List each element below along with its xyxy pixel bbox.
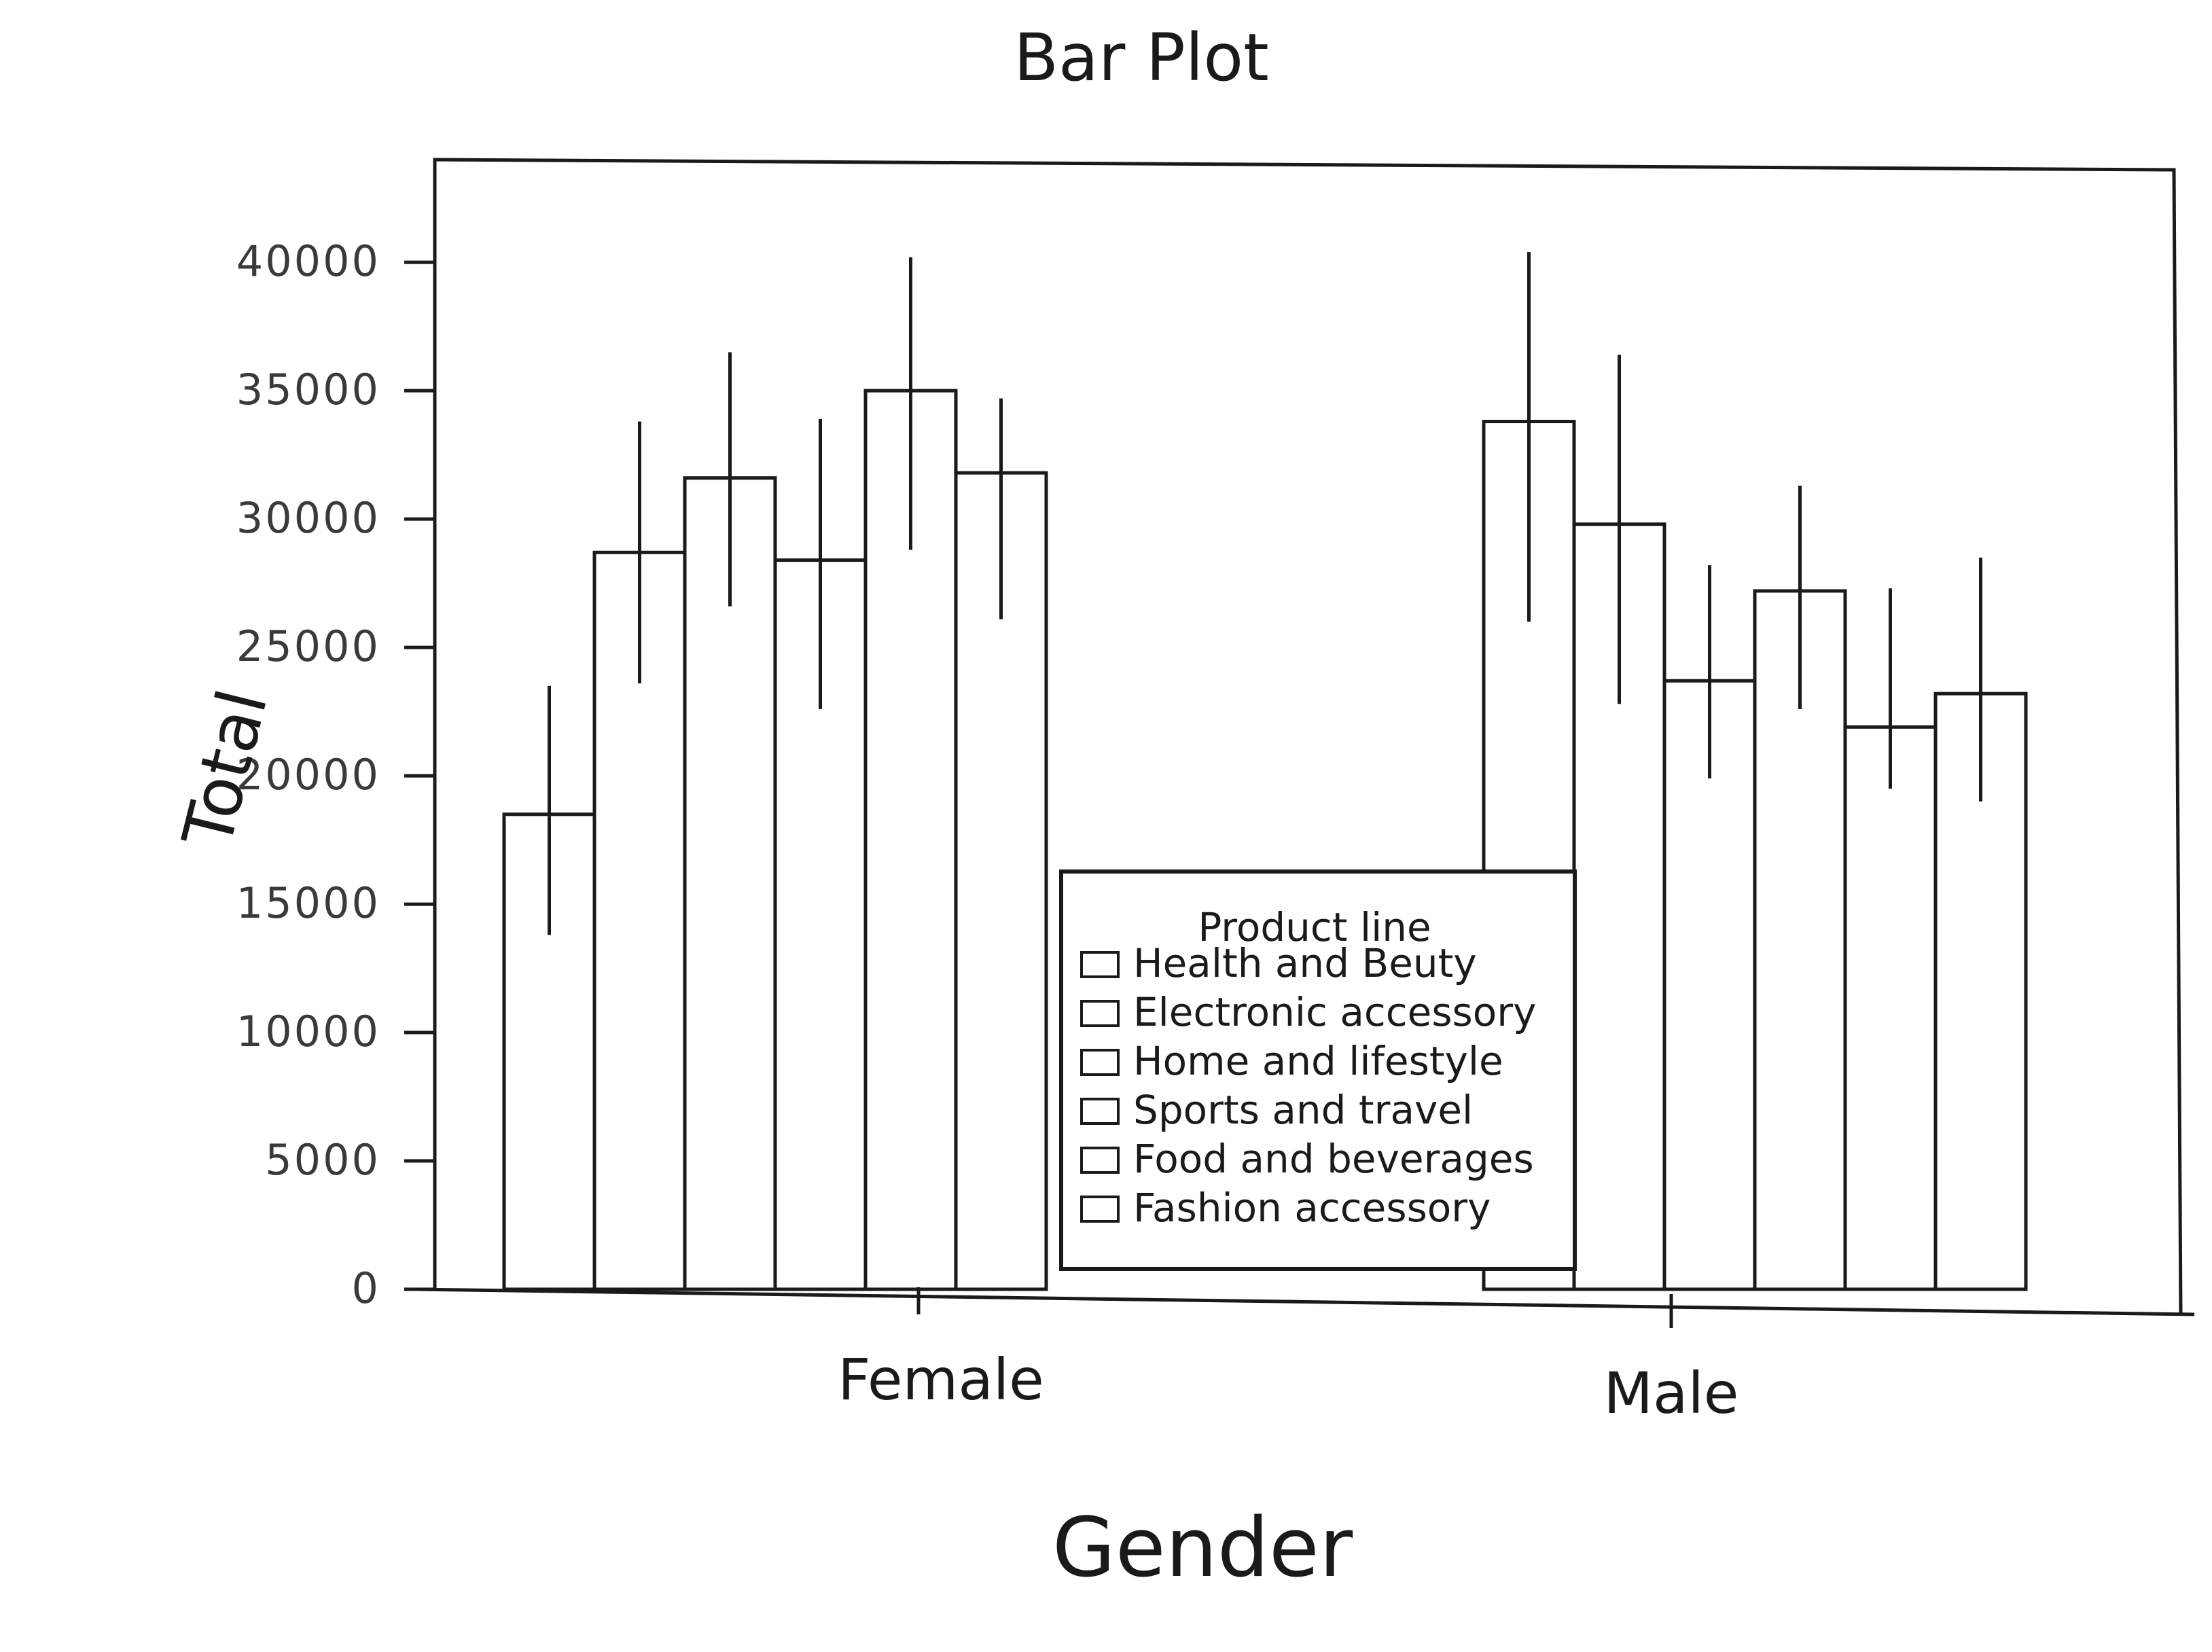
- legend-label: Health and Beuty: [1133, 940, 1477, 986]
- y-tick-label: 10000: [236, 1007, 380, 1056]
- legend-swatch: [1080, 1147, 1120, 1174]
- legend-swatch: [1080, 1196, 1120, 1223]
- chart-title: Bar Plot: [1014, 20, 1269, 96]
- legend: Product line Health and BeutyElectronic …: [1059, 869, 1577, 1271]
- y-tick-label: 20000: [236, 750, 380, 800]
- y-tick-label: 30000: [236, 493, 380, 543]
- x-tick-label-female: Female: [838, 1346, 1044, 1413]
- x-tick-label-male: Male: [1604, 1360, 1739, 1426]
- legend-title: Product line: [1198, 904, 1431, 950]
- legend-label: Electronic accessory: [1133, 989, 1536, 1035]
- y-tick-label: 25000: [236, 622, 380, 671]
- legend-swatch: [1080, 1000, 1120, 1027]
- legend-swatch: [1080, 951, 1120, 978]
- bar: [1843, 725, 1938, 1291]
- x-axis-label: Gender: [1052, 1501, 1353, 1596]
- legend-label: Fashion accessory: [1133, 1185, 1491, 1231]
- y-tick-label: 0: [352, 1263, 380, 1313]
- legend-swatch: [1080, 1049, 1120, 1076]
- x-axis-line: [414, 1287, 2195, 1316]
- y-axis-label: Total: [167, 682, 283, 856]
- bar: [1662, 679, 1757, 1291]
- y-axis-ticks: 0 5000 10000 15000 20000 25000 30000 35000 40000: [236, 236, 435, 1313]
- legend-swatch: [1080, 1098, 1120, 1125]
- legend-label: Sports and travel: [1133, 1087, 1473, 1133]
- y-tick-label: 40000: [236, 236, 380, 286]
- y-tick-label: 35000: [236, 365, 380, 414]
- legend-label: Home and lifestyle: [1133, 1038, 1503, 1084]
- y-tick-label: 15000: [236, 878, 380, 928]
- plot-frame: [433, 158, 2183, 1315]
- legend-label: Food and beverages: [1133, 1136, 1534, 1182]
- legend-box: [1059, 869, 1577, 1271]
- y-tick-label: 5000: [265, 1135, 380, 1185]
- bars-group: [502, 252, 2028, 1291]
